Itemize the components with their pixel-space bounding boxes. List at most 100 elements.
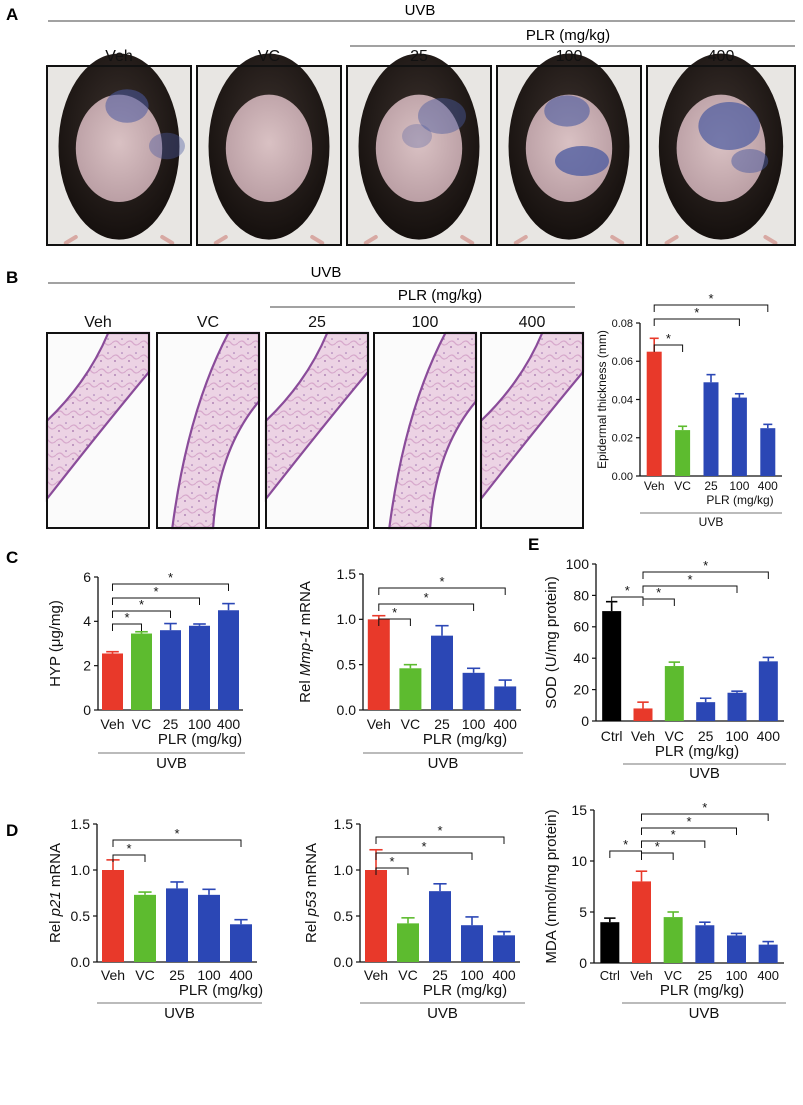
y-tick-label: 0 xyxy=(579,955,587,971)
category-label: 25 xyxy=(698,968,712,983)
y-axis-label-suffix: mRNA xyxy=(47,843,64,891)
group-label: UVB xyxy=(427,1005,458,1022)
bar-25 xyxy=(429,891,451,962)
panel-letter-b: B xyxy=(6,268,18,287)
y-tick-label: 60 xyxy=(573,619,589,635)
significance-bracket xyxy=(641,827,737,835)
significance-bracket xyxy=(641,813,769,821)
y-tick-label: 1.5 xyxy=(71,816,91,832)
significance-bracket xyxy=(112,583,229,591)
y-axis-label-gene: p53 xyxy=(303,891,320,918)
y-axis-label: MDA (nmol/mg protein) xyxy=(543,809,560,963)
bar-veh xyxy=(365,870,387,962)
significance-bracket xyxy=(641,852,674,860)
bar-100 xyxy=(461,925,483,962)
histology-label: VC xyxy=(197,314,219,331)
significance-bracket xyxy=(378,618,411,626)
bar-25 xyxy=(695,925,715,963)
significance-mark: * xyxy=(389,854,394,869)
significance-bracket xyxy=(378,587,506,595)
mouse-photo-vc: VC xyxy=(196,48,342,246)
histology-label: 25 xyxy=(308,314,326,331)
category-label: VC xyxy=(674,479,691,493)
significance-mark: * xyxy=(424,590,429,605)
sub-group-label: PLR (mg/kg) xyxy=(423,731,507,748)
bar-400 xyxy=(758,944,778,963)
panel-letter-e: E xyxy=(528,535,539,554)
category-label: 400 xyxy=(492,967,516,983)
shaved-skin-area xyxy=(225,94,313,203)
significance-mark: * xyxy=(686,814,691,829)
y-axis-label: HYP (μg/mg) xyxy=(47,600,64,687)
dermis-tissue xyxy=(266,333,368,499)
hind-legs xyxy=(664,235,778,245)
panel-letter-c: C xyxy=(6,548,18,567)
significance-bracket xyxy=(375,836,505,844)
wrinkle-stain xyxy=(418,98,466,134)
chart-p21: 0.0 0.5 1.0 1.5 Rel p21 mRNA Veh VC 25 100 400 * * P… xyxy=(47,816,263,1022)
y-tick-label: 0.06 xyxy=(612,356,633,368)
y-tick-label: 6 xyxy=(83,569,91,585)
significance-mark: * xyxy=(655,839,660,854)
bar-vc xyxy=(663,917,683,963)
significance-bracket xyxy=(112,854,146,862)
y-tick-label: 1.5 xyxy=(337,566,357,582)
category-label: Veh xyxy=(101,967,125,983)
photo-label: 100 xyxy=(556,48,583,65)
group-label: UVB xyxy=(164,1005,195,1022)
histology-frame xyxy=(480,332,584,529)
category-label: Veh xyxy=(631,728,655,744)
y-axis-label-suffix: mRNA xyxy=(297,581,314,629)
photo-label: Veh xyxy=(105,48,133,65)
histology-image-25: 25 xyxy=(264,314,370,529)
significance-bracket xyxy=(112,597,200,605)
mouse-photo-400: 400 xyxy=(646,48,796,246)
chart-mda: 0 5 10 15 MDA (nmol/mg protein) Ctrl Veh VC 25 10… xyxy=(543,800,786,1022)
significance-bracket xyxy=(642,598,675,606)
sub-group-label: PLR (mg/kg) xyxy=(158,731,242,748)
significance-mark: * xyxy=(421,839,426,854)
y-tick-label: 2 xyxy=(83,658,91,674)
y-tick-label: 0.0 xyxy=(71,954,91,970)
bar-veh xyxy=(646,351,662,476)
photo-label: 25 xyxy=(410,48,428,65)
chart-hyp: 0 2 4 6 HYP (μg/mg) Veh VC 25 100 400 * * * * PLR (mg/… xyxy=(47,569,245,772)
panel-letter-a: A xyxy=(6,5,18,24)
category-label: 100 xyxy=(197,967,221,983)
category-label: 25 xyxy=(432,967,448,983)
y-tick-label: 0.5 xyxy=(71,908,91,924)
significance-bracket xyxy=(642,585,738,593)
wrinkle-stain xyxy=(698,102,761,150)
category-label: Veh xyxy=(364,967,388,983)
bar-400 xyxy=(494,686,517,710)
significance-mark: * xyxy=(687,572,692,587)
mouse-photo-100: 100 xyxy=(496,48,642,246)
bar-vc xyxy=(675,430,691,476)
histology-frame xyxy=(373,332,477,529)
histology-image-400: 400 xyxy=(479,314,585,529)
category-label: 100 xyxy=(729,479,749,493)
y-axis-label: Rel Mmp-1 mRNA xyxy=(297,581,314,703)
category-label: Veh xyxy=(367,716,391,732)
dermis-tissue xyxy=(47,333,149,499)
histology-image-100: 100 xyxy=(373,314,478,530)
y-axis-label-suffix: mRNA xyxy=(303,843,320,891)
y-axis-label-gene: p21 xyxy=(47,891,64,917)
y-tick-label: 0.02 xyxy=(612,433,633,445)
sub-group-label: PLR (mg/kg) xyxy=(179,982,263,999)
photo-frame xyxy=(346,65,492,246)
y-tick-label: 5 xyxy=(579,904,587,920)
bar-25 xyxy=(703,382,719,476)
significance-mark: * xyxy=(392,605,397,620)
bar-100 xyxy=(731,397,747,476)
category-label: 400 xyxy=(757,968,779,983)
significance-bracket xyxy=(642,571,769,579)
y-axis-label: Rel p21 mRNA xyxy=(47,843,64,943)
y-tick-label: 10 xyxy=(571,853,587,869)
bar-100 xyxy=(189,625,210,710)
panel-a: A UVB PLR (mg/kg) Veh VC 25 100 400 xyxy=(6,2,796,246)
sub-group-label: PLR (mg/kg) xyxy=(655,743,739,760)
y-axis-label-gene: Mmp-1 xyxy=(297,629,314,676)
bar-veh xyxy=(102,870,124,962)
